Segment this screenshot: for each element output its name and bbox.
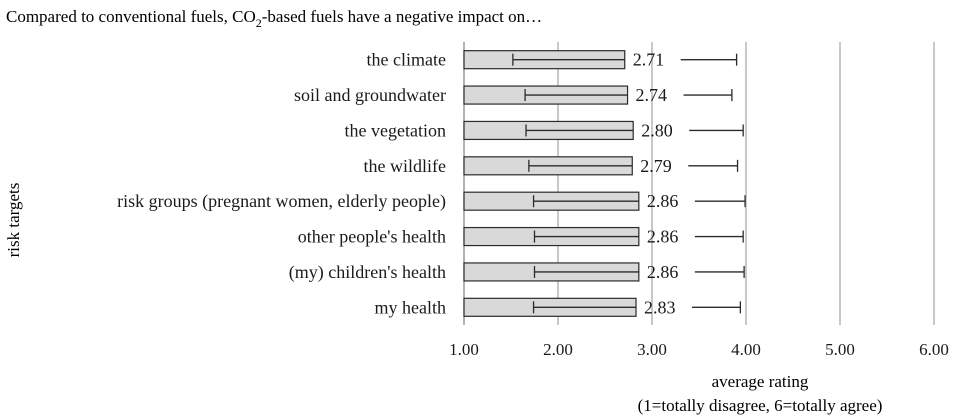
error-bars bbox=[512, 53, 746, 314]
x-axis-label-line-1: average rating bbox=[712, 372, 809, 391]
chart-title: Compared to conventional fuels, CO2-base… bbox=[6, 7, 542, 30]
value-label: 2.86 bbox=[647, 191, 679, 211]
category-label: the vegetation bbox=[345, 120, 446, 140]
x-tick-label: 1.00 bbox=[449, 340, 479, 359]
category-label: soil and groundwater bbox=[294, 85, 446, 105]
x-tick-label: 6.00 bbox=[919, 340, 949, 359]
value-label: 2.71 bbox=[633, 50, 665, 70]
category-label: (my) children's health bbox=[289, 262, 446, 283]
category-label: risk groups (pregnant women, elderly peo… bbox=[117, 191, 446, 212]
x-tick-label: 5.00 bbox=[825, 340, 855, 359]
category-label: the climate bbox=[367, 50, 446, 70]
value-label: 2.83 bbox=[644, 297, 676, 317]
value-label: 2.79 bbox=[640, 156, 672, 176]
value-label: 2.86 bbox=[647, 227, 679, 247]
value-label: 2.80 bbox=[641, 120, 673, 140]
x-tick-label: 3.00 bbox=[637, 340, 667, 359]
value-label: 2.74 bbox=[636, 85, 668, 105]
category-label: the wildlife bbox=[364, 156, 446, 176]
category-label: other people's health bbox=[298, 227, 446, 247]
value-label: 2.86 bbox=[647, 262, 679, 282]
title-part-1: Compared to conventional fuels, CO bbox=[6, 7, 256, 26]
x-tick-label: 4.00 bbox=[731, 340, 761, 359]
x-axis-label-line-2: (1=totally disagree, 6=totally agree) bbox=[638, 396, 883, 415]
category-label: my health bbox=[375, 297, 446, 317]
title-subscript: 2 bbox=[256, 16, 262, 30]
x-tick-labels: 1.00 2.00 3.00 4.00 5.00 6.00 bbox=[449, 340, 949, 359]
value-labels: 2.71 2.74 2.80 2.79 2.86 2.86 2.86 2.83 bbox=[633, 50, 679, 318]
x-tick-label: 2.00 bbox=[543, 340, 573, 359]
y-axis-label: risk targets bbox=[4, 183, 23, 258]
bars bbox=[463, 50, 640, 317]
gridlines bbox=[463, 42, 935, 325]
category-labels: the climate soil and groundwater the veget… bbox=[117, 50, 446, 318]
title-part-2: -based fuels have a negative impact on… bbox=[262, 7, 542, 26]
